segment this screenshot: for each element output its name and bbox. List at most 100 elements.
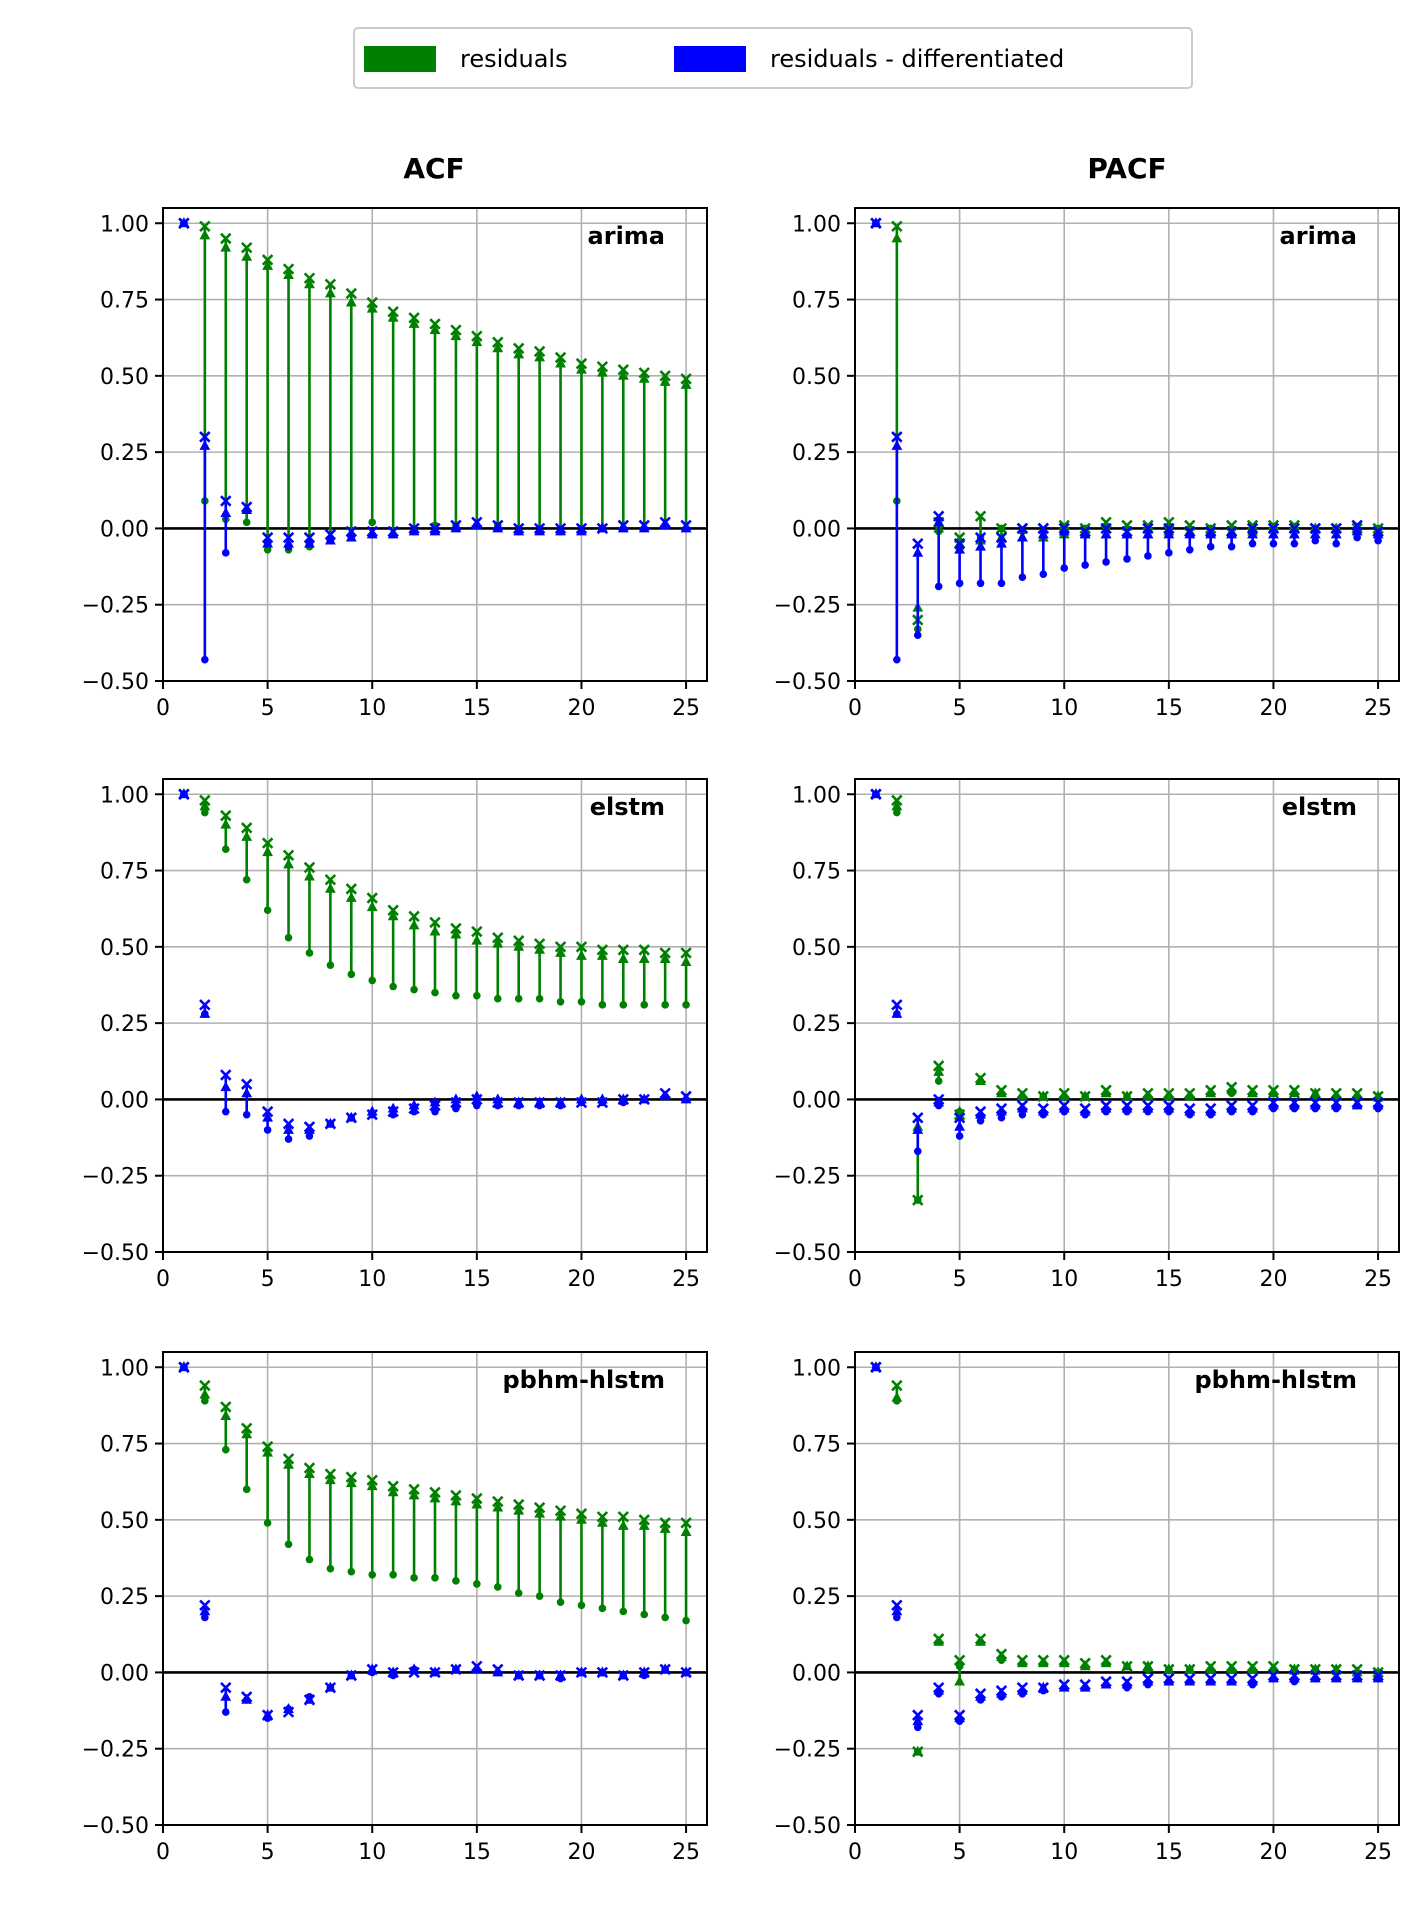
y-tick-label: −0.50 — [82, 1241, 149, 1266]
panel-model-label: elstm — [590, 793, 665, 821]
marker-triangle-differentiated — [1163, 528, 1175, 539]
marker-cross-residuals — [596, 360, 609, 373]
marker-dot-residuals — [389, 982, 397, 991]
marker-dot-residuals — [473, 1580, 481, 1588]
marker-dot-residuals — [997, 1089, 1006, 1098]
marker-dot-residuals — [1165, 1665, 1173, 1674]
x-tick-label: 20 — [567, 696, 595, 721]
marker-cross-residuals — [429, 318, 441, 330]
marker-cross-differentiated — [1037, 522, 1050, 535]
marker-dot-differentiated — [410, 527, 418, 536]
y-tick-label: 1.00 — [100, 1356, 149, 1381]
marker-cross-residuals — [554, 351, 567, 364]
panels: 0 5 10 15 20 25 −0.50 −0.25 0.00 0.25 0.50 0.75 1.00… — [82, 207, 1400, 1865]
marker-dot-differentiated — [976, 1116, 985, 1125]
marker-cross-differentiated — [1351, 519, 1363, 532]
marker-dot-differentiated — [514, 1671, 523, 1680]
y-tick-label: 0.50 — [792, 1509, 841, 1534]
marker-triangle-differentiated — [975, 540, 986, 551]
marker-cross-differentiated — [891, 999, 903, 1011]
marker-dot-differentiated — [410, 1107, 418, 1116]
y-tick-label: 0.75 — [100, 860, 149, 885]
marker-dot-differentiated — [556, 1674, 565, 1683]
marker-cross-differentiated — [261, 1105, 274, 1118]
marker-cross-residuals — [240, 241, 253, 254]
marker-dot-differentiated — [556, 1101, 565, 1110]
marker-dot-residuals — [389, 1570, 397, 1579]
marker-dot-residuals — [263, 545, 272, 554]
marker-dot-differentiated — [535, 527, 544, 536]
marker-dot-differentiated — [535, 1101, 544, 1110]
x-tick-label: 15 — [463, 1267, 491, 1292]
marker-dot-differentiated — [305, 1693, 314, 1701]
marker-triangle-residuals — [429, 1492, 441, 1503]
marker-dot-differentiated — [577, 1098, 586, 1107]
marker-cross-residuals — [638, 367, 650, 379]
marker-triangle-residuals — [638, 953, 650, 963]
marker-dot-differentiated — [1311, 1104, 1320, 1113]
marker-triangle-residuals — [304, 1468, 315, 1478]
axes-frame — [162, 778, 708, 1253]
marker-triangle-residuals — [283, 269, 294, 280]
marker-dot-differentiated — [1227, 1107, 1236, 1116]
y-tick-label: 0.75 — [100, 1433, 149, 1458]
marker-dot-residuals — [556, 997, 565, 1006]
marker-cross-residuals — [596, 1511, 609, 1523]
y-tick-label: 1.00 — [100, 783, 149, 808]
marker-dot-residuals — [1039, 1092, 1048, 1101]
marker-dot-differentiated — [1290, 1677, 1299, 1686]
series-differentiated — [870, 1361, 1384, 1732]
marker-cross-residuals — [533, 345, 546, 358]
marker-triangle-residuals — [262, 846, 274, 857]
marker-dot-differentiated — [661, 1092, 669, 1101]
y-tick-label: −0.50 — [774, 670, 841, 695]
marker-dot-differentiated — [577, 527, 586, 536]
legend-label-differentiated: residuals - differentiated — [770, 45, 1064, 73]
marker-cross-residuals — [659, 947, 671, 959]
marker-triangle-residuals — [954, 1675, 966, 1686]
marker-dot-differentiated — [1206, 1110, 1215, 1119]
marker-dot-residuals — [976, 1077, 985, 1085]
panel-acf-elstm: 0 5 10 15 20 25 −0.50 −0.25 0.00 0.25 0.50 0.75 1.00… — [82, 778, 708, 1292]
marker-dot-differentiated — [1144, 1107, 1152, 1116]
marker-cross-differentiated — [974, 531, 987, 544]
marker-cross-residuals — [261, 837, 274, 849]
marker-cross-differentiated — [1267, 522, 1280, 535]
x-tick-label: 10 — [1050, 696, 1078, 721]
marker-cross-differentiated — [912, 537, 924, 550]
marker-triangle-differentiated — [891, 440, 903, 450]
marker-dot-differentiated — [556, 527, 565, 536]
marker-cross-differentiated — [932, 510, 945, 522]
marker-dot-differentiated — [934, 1689, 943, 1698]
marker-triangle-residuals — [576, 949, 587, 960]
marker-dot-residuals — [368, 976, 377, 985]
marker-triangle-residuals — [534, 351, 546, 362]
marker-triangle-residuals — [680, 956, 692, 966]
marker-triangle-residuals — [408, 919, 420, 930]
marker-triangle-residuals — [596, 1516, 608, 1527]
marker-triangle-residuals — [617, 953, 629, 963]
marker-dot-residuals — [1206, 1665, 1215, 1674]
marker-cross-residuals — [366, 892, 378, 904]
y-tick-label: 0.00 — [100, 1088, 149, 1113]
marker-triangle-residuals — [429, 925, 441, 936]
marker-dot-residuals — [1227, 1089, 1236, 1098]
marker-dot-differentiated — [1332, 1674, 1341, 1683]
marker-triangle-differentiated — [1058, 525, 1070, 536]
marker-dot-differentiated — [389, 530, 397, 539]
marker-dot-residuals — [201, 808, 209, 817]
marker-dot-residuals — [347, 970, 356, 979]
marker-triangle-differentiated — [954, 1120, 966, 1131]
marker-dot-differentiated — [640, 1095, 649, 1104]
marker-triangle-residuals — [345, 1477, 357, 1488]
marker-dot-differentiated — [1165, 549, 1173, 557]
marker-dot-residuals — [640, 1610, 649, 1619]
marker-cross-residuals — [680, 1517, 692, 1529]
marker-dot-differentiated — [955, 1717, 964, 1726]
marker-dot-differentiated — [1290, 1104, 1299, 1113]
axes-frame — [162, 1351, 708, 1826]
y-tick-label: −0.50 — [82, 670, 149, 695]
marker-cross-differentiated — [220, 1681, 232, 1694]
y-tick-label: 0.75 — [100, 289, 149, 314]
marker-triangle-residuals — [555, 357, 566, 368]
